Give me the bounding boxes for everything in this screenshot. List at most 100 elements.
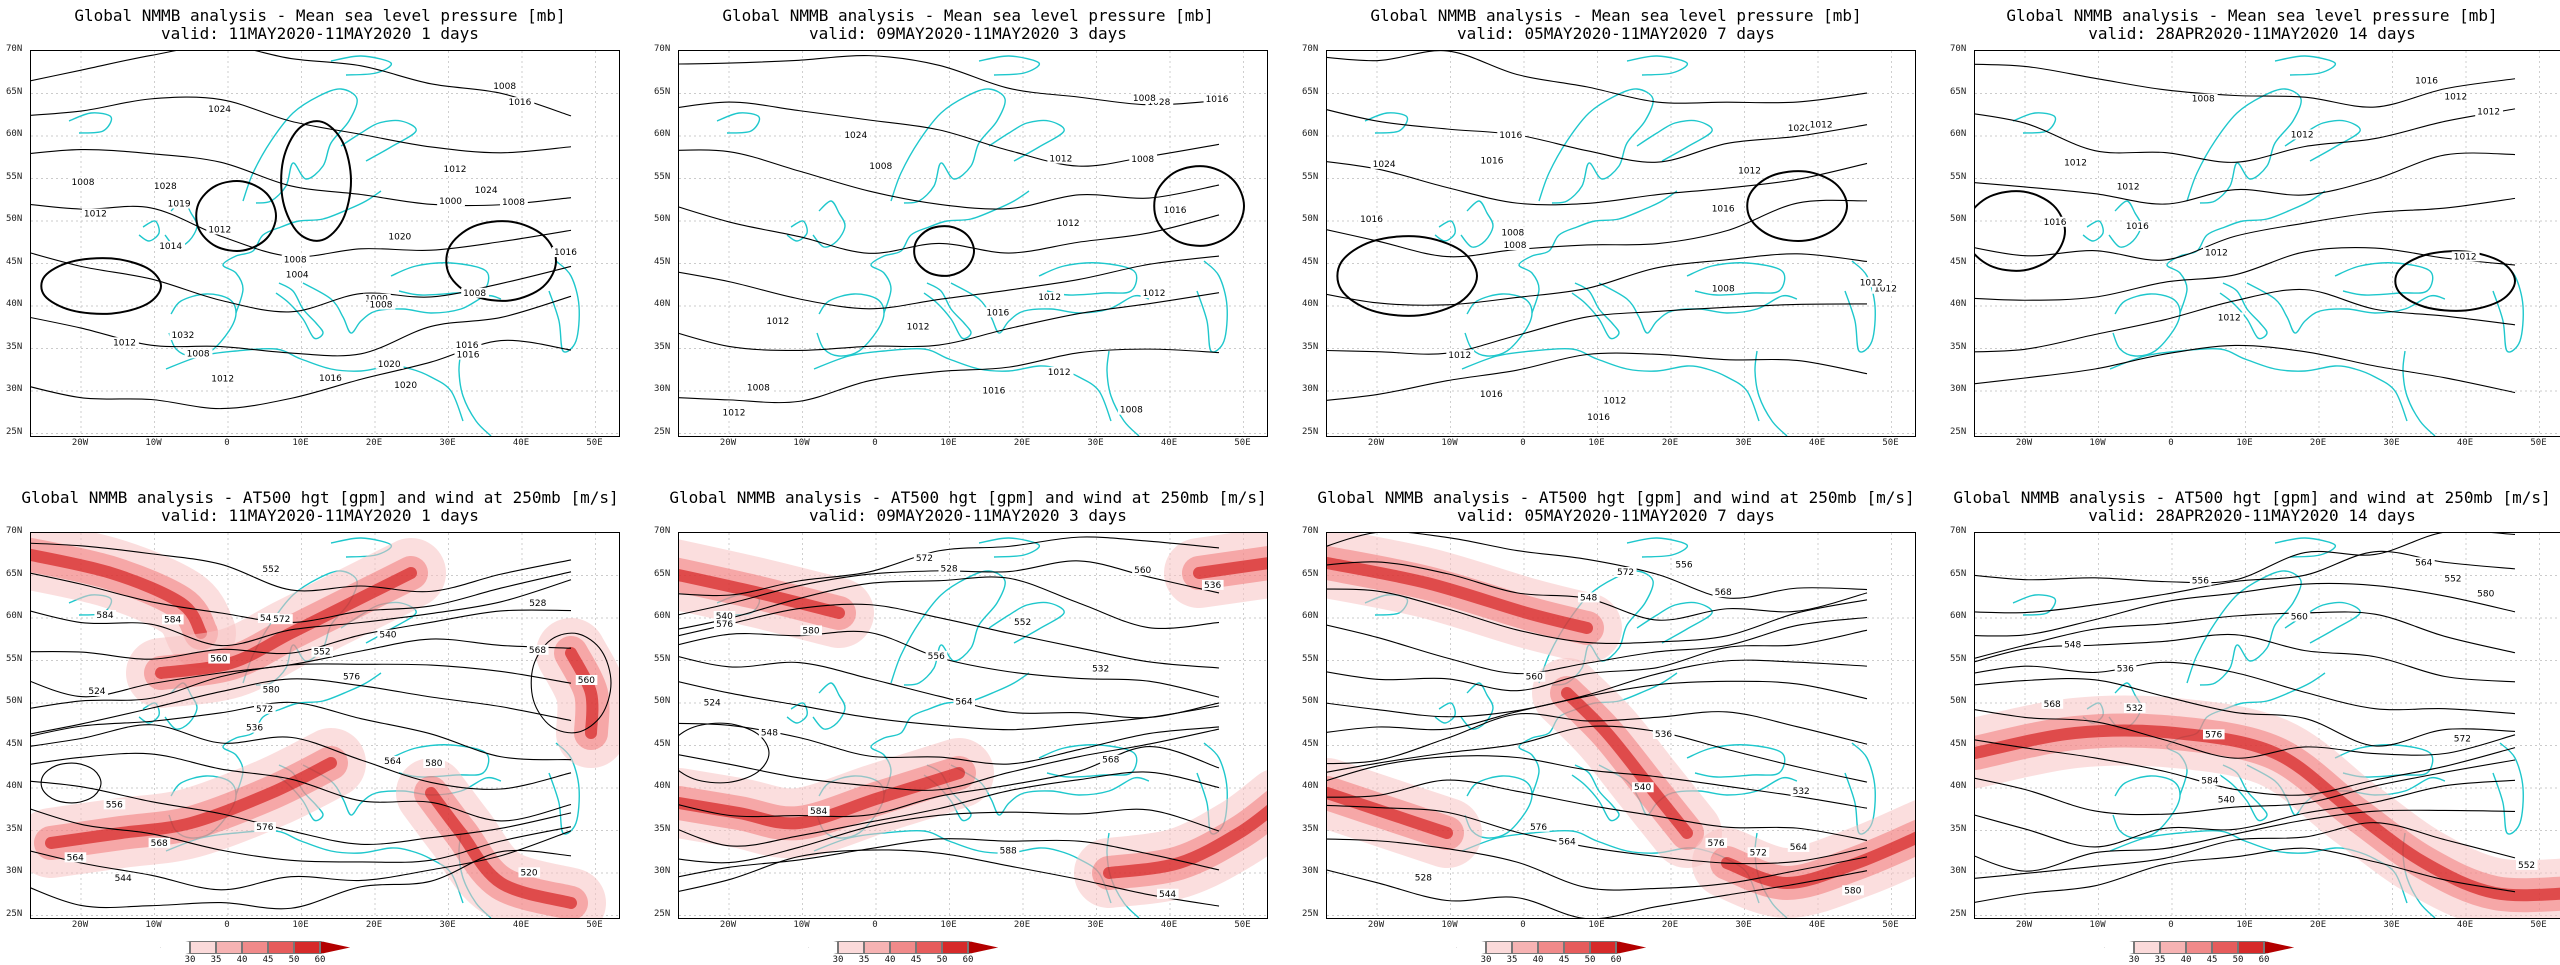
- closed-contour: [2394, 250, 2517, 312]
- contour-label: 552: [262, 565, 279, 575]
- contour-label: 568: [529, 646, 546, 656]
- contour-label: 1012: [1810, 120, 1833, 130]
- contour-label: 580: [802, 626, 819, 636]
- longitude-label: 40E: [1160, 438, 1178, 448]
- contour-label-bg: [2475, 588, 2497, 599]
- latitude-label: 30N: [1302, 384, 1319, 394]
- contour-label: 1012: [2454, 252, 2477, 262]
- panel-valid-period: valid: 11MAY2020-11MAY2020 1 days: [161, 506, 479, 525]
- contour-line: [1975, 533, 2516, 584]
- contour-label-bg: [441, 164, 470, 175]
- coastline: [330, 55, 393, 76]
- coastline: [458, 350, 492, 436]
- coastline: [812, 682, 846, 730]
- contour-line: [1975, 611, 2516, 659]
- latitude-label: 40N: [654, 781, 671, 791]
- contour-label-bg: [1129, 153, 1158, 164]
- contour-label-bg: [86, 686, 108, 697]
- contour-label: 548: [1580, 593, 1597, 603]
- contour-line: [679, 838, 1220, 878]
- contour-label: 1008: [1131, 155, 1154, 165]
- contour-label-bg: [206, 103, 234, 114]
- latitude-label: 50N: [654, 696, 671, 706]
- longitude-label: 50E: [2530, 438, 2547, 448]
- closed-contour: [1336, 235, 1479, 317]
- latitude-label: 50N: [6, 214, 23, 224]
- longitude-label: 10E: [2236, 438, 2253, 448]
- coastline: [138, 220, 160, 242]
- colorbar-tick-label: 35: [210, 955, 222, 965]
- z500-panel-3: Global NMMB analysis - AT500 hgt [gpm] a…: [1296, 482, 1936, 960]
- latitude-label: 35N: [1302, 823, 1319, 834]
- wind-speed-shading: [1975, 724, 2560, 902]
- wind-speed-shading: [1721, 831, 1915, 890]
- panel-valid-period: valid: 28APR2020-11MAY2020 14 days: [2088, 506, 2416, 525]
- latitude-label: 55N: [6, 171, 23, 182]
- latitude-label: 35N: [1950, 823, 1967, 834]
- latitude-label: 65N: [654, 568, 671, 579]
- contour-label-bg: [1446, 349, 1475, 360]
- contour-label-bg: [2413, 75, 2441, 86]
- coastline: [988, 119, 1065, 162]
- longitude-label: 10W: [1441, 438, 1458, 448]
- latitude-label: 70N: [6, 44, 23, 54]
- contour-label-bg: [2203, 729, 2225, 740]
- mslp-panel-1: Global NMMB analysis - Mean sea level pr…: [0, 0, 640, 480]
- longitude-label: 0: [872, 438, 878, 448]
- contour-line: [679, 771, 1220, 847]
- contour-label: 548: [2064, 641, 2081, 651]
- latitude-label: 45N: [6, 738, 23, 749]
- contour-label-bg: [1705, 837, 1728, 848]
- latitude-label: 35N: [1302, 341, 1319, 352]
- contour-line: [31, 295, 572, 357]
- latitude-label: 60N: [1950, 611, 1967, 621]
- colorbar-swatch: [1616, 941, 1646, 954]
- colorbar-tick-label: 35: [1506, 955, 1518, 965]
- colorbar-swatch: [968, 941, 998, 954]
- contour-label-bg: [2442, 573, 2464, 584]
- latitude-label: 25N: [654, 908, 671, 919]
- coastline: [1038, 744, 1138, 778]
- colorbar-swatch: [242, 941, 268, 954]
- contour-label: 584: [164, 615, 181, 625]
- latitude-label: 30N: [654, 384, 671, 394]
- contour-label: 1016: [1360, 215, 1383, 225]
- contour-line: [31, 579, 572, 647]
- contour-line: [31, 339, 572, 410]
- contour-line: [31, 51, 572, 117]
- contour-line: [1975, 108, 2516, 163]
- mslp-map-svg: 1024 101610161012102010161008100810121012…: [1327, 51, 1915, 436]
- closed-contour: [1975, 190, 2067, 272]
- contour-label: 1008: [463, 289, 486, 299]
- closed-contour: [913, 225, 976, 277]
- contour-label-bg: [1090, 663, 1112, 674]
- contour-label-bg: [2041, 698, 2064, 709]
- coastline: [2112, 775, 2181, 839]
- coastline: [275, 282, 324, 340]
- contour-label: 1008: [72, 178, 95, 188]
- map-plot: 520 524 528 536 540 544 548 552 556 560 564 568 572 5…: [30, 532, 620, 919]
- contour-label-bg: [2413, 557, 2435, 568]
- longitude-label: 20W: [2015, 438, 2033, 448]
- longitude-label: 40E: [1808, 438, 1826, 448]
- colorbar-swatch: [268, 941, 294, 954]
- contour-label: 580: [2477, 590, 2494, 600]
- contour-label-bg: [454, 349, 483, 360]
- contour-line: [1975, 63, 2516, 108]
- z500-panel-4: Global NMMB analysis - AT500 hgt [gpm] a…: [1944, 482, 2560, 960]
- latitude-label: 60N: [1950, 129, 1967, 139]
- contour-line: [679, 101, 1220, 167]
- coastline: [242, 88, 358, 204]
- contour-line: [1327, 629, 1868, 692]
- contour-label-bg: [1556, 836, 1579, 847]
- latitude-label: 65N: [654, 86, 671, 97]
- contour-label: 532: [1092, 664, 1109, 674]
- contour-label-bg: [2451, 251, 2480, 262]
- contour-label-bg: [1132, 565, 1154, 576]
- contour-line: [31, 724, 572, 790]
- longitude-label: 0: [2168, 438, 2174, 448]
- coastline: [2186, 570, 2302, 686]
- latitude-label: 50N: [1302, 214, 1319, 224]
- contour-label: 588: [1000, 847, 1017, 857]
- contour-label: 1032: [171, 331, 194, 341]
